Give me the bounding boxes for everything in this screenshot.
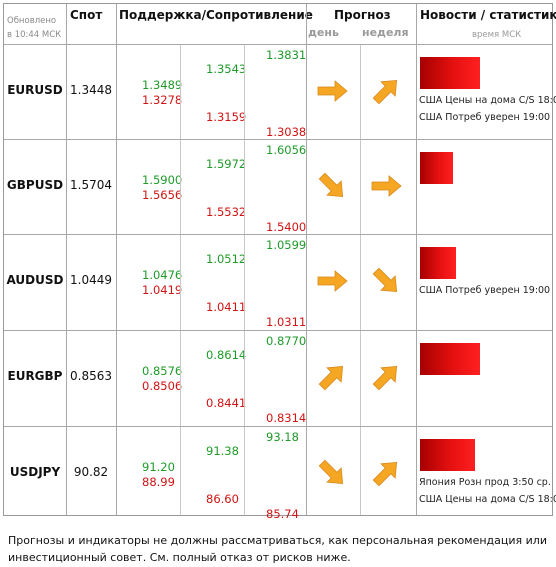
support-3: 1.3038	[266, 125, 307, 139]
row-divider	[4, 234, 552, 235]
resistance-2: 91.38	[206, 444, 239, 458]
row-divider	[4, 139, 552, 140]
row-divider	[4, 426, 552, 427]
forecast-day-arrow-icon	[314, 263, 350, 299]
news-item[interactable]: США Цены на дома C/S 18:00	[419, 494, 556, 505]
forecast-week-arrow-icon	[368, 263, 404, 299]
news-item[interactable]: США Цены на дома C/S 18:00	[419, 95, 556, 106]
forecast-week-arrow-icon	[368, 455, 404, 491]
updated-text: Обновлено	[7, 16, 57, 26]
symbol-label: EURUSD	[7, 83, 63, 97]
support-3: 1.5400	[266, 220, 307, 234]
row-divider	[4, 330, 552, 331]
support-2: 1.5532	[206, 205, 247, 219]
support-1: 1.0419	[142, 283, 183, 297]
forecast-day-arrow-icon	[314, 168, 350, 204]
news-time-header: время МСК	[472, 30, 522, 40]
resistance-3: 1.3831	[266, 48, 307, 62]
resistance-3: 0.8770	[266, 334, 307, 348]
news-item[interactable]: США Потреб уверен 19:00	[419, 112, 551, 123]
support-2: 86.60	[206, 492, 239, 506]
news-header: Новости / статистика	[420, 8, 556, 22]
news-intensity-bar	[420, 247, 456, 279]
forex-table: Обновлено в 10:44 МСК Спот Поддержка/Соп…	[3, 3, 556, 521]
support-3: 0.8314	[266, 411, 307, 425]
symbol-label: GBPUSD	[6, 178, 64, 192]
support-1: 0.8506	[142, 379, 183, 393]
symbol-label: USDJPY	[9, 465, 61, 479]
support-2: 0.8441	[206, 396, 247, 410]
forecast-week-header: неделя	[362, 26, 409, 39]
news-intensity-bar	[420, 152, 453, 184]
resistance-2: 0.8614	[206, 348, 247, 362]
spot-value: 0.8563	[70, 369, 112, 383]
news-intensity-bar	[420, 439, 475, 471]
resistance-2: 1.3543	[206, 62, 247, 76]
column-divider	[416, 4, 417, 515]
support-1: 1.5656	[142, 188, 183, 202]
resistance-1: 91.20	[142, 460, 175, 474]
support-3: 1.0311	[266, 315, 307, 329]
column-divider	[66, 4, 67, 515]
news-item[interactable]: Япония Розн прод 3:50 ср.	[419, 477, 551, 488]
spot-value: 1.0449	[70, 273, 112, 287]
column-divider	[306, 4, 307, 515]
support-1: 1.3278	[142, 93, 183, 107]
forecast-header: Прогноз	[334, 8, 391, 22]
forecast-week-arrow-icon	[368, 73, 404, 109]
updated-time: в 10:44 МСК	[7, 30, 62, 40]
resistance-2: 1.0512	[206, 252, 247, 266]
forecast-day-arrow-icon	[314, 359, 350, 395]
spot-value: 1.3448	[70, 83, 112, 97]
support-2: 1.3159	[206, 110, 247, 124]
support-3: 85.74	[266, 507, 299, 521]
news-intensity-bar	[420, 343, 480, 375]
forecast-week-arrow-icon	[368, 359, 404, 395]
header-updated-cell: Обновлено в 10:44 МСК	[4, 4, 66, 44]
inner-divider	[244, 44, 245, 515]
forecast-day-header: день	[308, 26, 339, 39]
resistance-1: 0.8576	[142, 364, 183, 378]
forecast-day-arrow-icon	[314, 455, 350, 491]
updated-label: Обновлено в 10:44 МСК	[7, 14, 61, 42]
resistance-3: 93.18	[266, 430, 299, 444]
inner-divider	[180, 44, 181, 515]
column-divider	[116, 4, 117, 515]
resistance-1: 1.5900	[142, 173, 183, 187]
forecast-week-arrow-icon	[368, 168, 404, 204]
symbol-label: AUDUSD	[6, 273, 64, 287]
spot-header: Спот	[70, 8, 103, 22]
resistance-3: 1.6056	[266, 143, 307, 157]
row-divider	[4, 44, 552, 45]
disclaimer-text: Прогнозы и индикаторы не должны рассматр…	[8, 534, 547, 564]
resistance-2: 1.5972	[206, 157, 247, 171]
news-item[interactable]: США Потреб уверен 19:00	[419, 285, 551, 296]
news-intensity-bar	[420, 57, 480, 89]
resistance-1: 1.0476	[142, 268, 183, 282]
support-2: 1.0411	[206, 300, 247, 314]
resistance-3: 1.0599	[266, 238, 307, 252]
spot-value: 90.82	[73, 465, 109, 479]
forecast-day-arrow-icon	[314, 73, 350, 109]
spot-value: 1.5704	[70, 178, 112, 192]
support-1: 88.99	[142, 475, 175, 489]
inner-divider	[360, 44, 361, 515]
symbol-label: EURGBP	[7, 369, 63, 383]
resistance-1: 1.3489	[142, 78, 183, 92]
support-resistance-header: Поддержка/Сопротивление	[119, 8, 313, 22]
